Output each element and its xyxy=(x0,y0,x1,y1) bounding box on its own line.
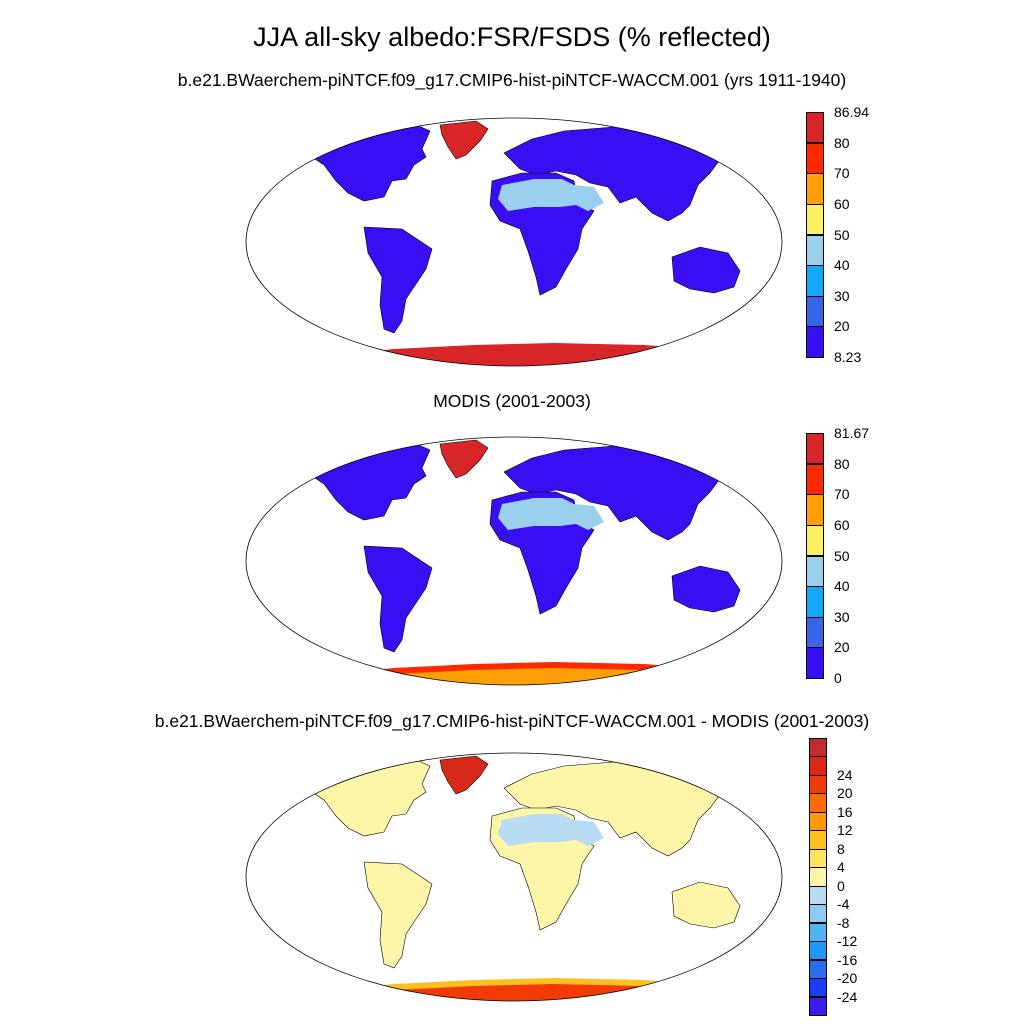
colorbar-label: 20 xyxy=(834,318,850,335)
colorbar-swatch xyxy=(809,996,827,1016)
antarctica-edge-shape xyxy=(314,343,734,357)
sahara-arabia-shape xyxy=(498,814,604,846)
colorbar-label: 16 xyxy=(837,803,853,820)
colorbar-swatch xyxy=(806,555,824,587)
greenland-shape xyxy=(439,755,489,795)
colorbar-swatch xyxy=(806,326,824,358)
colorbar-label: 20 xyxy=(834,639,850,656)
south-america-shape xyxy=(363,861,433,969)
colorbar-swatch xyxy=(809,830,827,850)
colorbar-label: 50 xyxy=(834,226,850,243)
north-america-shape xyxy=(283,441,431,521)
colorbar-swatch xyxy=(809,756,827,776)
colorbar-label: 70 xyxy=(834,165,850,182)
colorbar-label: -20 xyxy=(837,970,858,987)
colorbar-swatch xyxy=(806,463,824,496)
panel-2-map xyxy=(245,436,783,686)
colorbar-label: 40 xyxy=(834,257,850,274)
australia-shape xyxy=(671,565,741,613)
colorbar-swatch xyxy=(809,959,827,979)
colorbar-label: 12 xyxy=(837,822,853,839)
map-border xyxy=(245,752,783,1002)
colorbar-label: 8 xyxy=(837,840,845,857)
antarctica-shape xyxy=(289,981,751,1001)
antarctica-shape xyxy=(289,665,751,685)
colorbar-swatch xyxy=(809,793,827,813)
panel-1-title: b.e21.BWaerchem-piNTCF.f09_g17.CMIP6-his… xyxy=(177,70,847,90)
colorbar-swatch xyxy=(809,978,827,998)
panel-3-map xyxy=(245,752,783,1002)
colorbar-label: 30 xyxy=(834,608,850,625)
sahara-arabia-shape xyxy=(498,498,604,530)
south-america-shape xyxy=(363,226,433,334)
australia-shape xyxy=(671,881,741,929)
colorbar-swatch xyxy=(806,295,824,328)
colorbar-swatch xyxy=(806,647,824,679)
map-border xyxy=(245,436,783,686)
colorbar-label: 80 xyxy=(834,134,850,151)
colorbar-swatch xyxy=(809,774,827,795)
colorbar-swatch xyxy=(806,234,824,266)
south-america-shape xyxy=(363,545,433,653)
north-america-shape xyxy=(283,122,431,202)
colorbar-swatch xyxy=(809,811,827,832)
colorbar-label: 8.23 xyxy=(834,349,862,365)
colorbar-swatch xyxy=(806,203,824,236)
colorbar-label: 0 xyxy=(834,670,842,686)
colorbar-label: 60 xyxy=(834,195,850,212)
map-border xyxy=(245,117,783,367)
sahara-arabia-shape xyxy=(498,179,604,211)
colorbar-swatch xyxy=(809,941,827,961)
antarctica-edge-shape xyxy=(314,662,734,676)
colorbar-swatch xyxy=(809,922,827,942)
colorbar-label: 24 xyxy=(837,766,853,783)
figure-title: JJA all-sky albedo:FSR/FSDS (% reflected… xyxy=(253,22,771,52)
colorbar-label: 81.67 xyxy=(834,425,870,441)
colorbar-label: 50 xyxy=(834,547,850,564)
colorbar-label: 4 xyxy=(837,859,845,876)
colorbar-label: -24 xyxy=(837,988,858,1005)
australia-shape xyxy=(671,246,741,294)
colorbar-label: 86.94 xyxy=(834,104,870,120)
colorbar-label: 60 xyxy=(834,516,850,533)
colorbar-swatch xyxy=(809,848,827,869)
panel-2-title: MODIS (2001-2003) xyxy=(433,391,591,411)
colorbar-swatch xyxy=(806,112,824,144)
colorbar-swatch xyxy=(806,494,824,526)
colorbar-swatch xyxy=(809,738,827,758)
colorbar-label: 0 xyxy=(837,877,845,894)
colorbar-swatch xyxy=(806,586,824,618)
panel-1-map xyxy=(245,117,783,367)
greenland-shape xyxy=(439,120,489,160)
antarctica-edge-shape xyxy=(314,978,734,992)
colorbar-label: -8 xyxy=(837,914,850,931)
north-america-shape xyxy=(283,757,431,837)
colorbar-swatch xyxy=(806,524,824,557)
colorbar-label: 70 xyxy=(834,486,850,503)
colorbar-label: -12 xyxy=(837,933,858,950)
colorbar-label: 20 xyxy=(837,785,853,802)
colorbar-swatch xyxy=(809,904,827,924)
colorbar-label: 40 xyxy=(834,578,850,595)
colorbar-swatch xyxy=(806,433,824,465)
colorbar-swatch xyxy=(806,616,824,649)
colorbar-swatch xyxy=(806,265,824,297)
antarctica-shape xyxy=(289,346,751,366)
colorbar-label: -16 xyxy=(837,951,858,968)
panel-3-title: b.e21.BWaerchem-piNTCF.f09_g17.CMIP6-his… xyxy=(154,711,870,731)
colorbar-swatch xyxy=(809,867,827,887)
greenland-shape xyxy=(439,439,489,479)
colorbar-label: -4 xyxy=(837,896,850,913)
colorbar-swatch xyxy=(809,885,827,905)
colorbar-label: 80 xyxy=(834,455,850,472)
colorbar-swatch xyxy=(806,142,824,175)
colorbar-label: 30 xyxy=(834,287,850,304)
colorbar-swatch xyxy=(806,173,824,205)
